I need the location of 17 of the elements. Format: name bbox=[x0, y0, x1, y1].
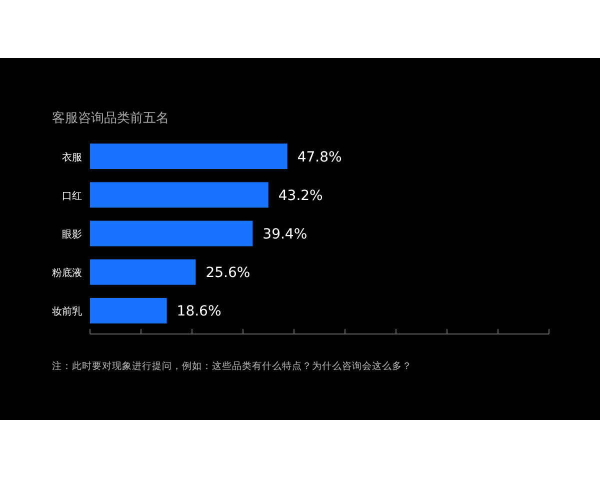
y-tick-label: 粉底液 bbox=[52, 267, 82, 280]
y-tick-label: 妆前乳 bbox=[52, 306, 82, 318]
data-label: 47.8% bbox=[297, 149, 342, 166]
data-label: 18.6% bbox=[176, 304, 222, 320]
chart-title: 客服咨询品类前五名 bbox=[52, 110, 169, 126]
bar bbox=[90, 182, 268, 208]
bar bbox=[90, 144, 288, 170]
y-tick-label: 口红 bbox=[62, 190, 82, 202]
y-tick-label: 衣服 bbox=[62, 151, 82, 164]
text: 注：此时要对现象进行提问，例如：这些品类有什么特点？为什么咨询会这么多？ bbox=[52, 360, 412, 372]
data-label: 25.6% bbox=[206, 265, 250, 282]
bar bbox=[90, 220, 253, 246]
y-tick-label: 眼影 bbox=[62, 228, 82, 240]
data-label: 43.2% bbox=[278, 188, 323, 204]
bar bbox=[90, 298, 167, 324]
bar bbox=[90, 259, 196, 285]
data-label: 39.4% bbox=[262, 226, 308, 242]
